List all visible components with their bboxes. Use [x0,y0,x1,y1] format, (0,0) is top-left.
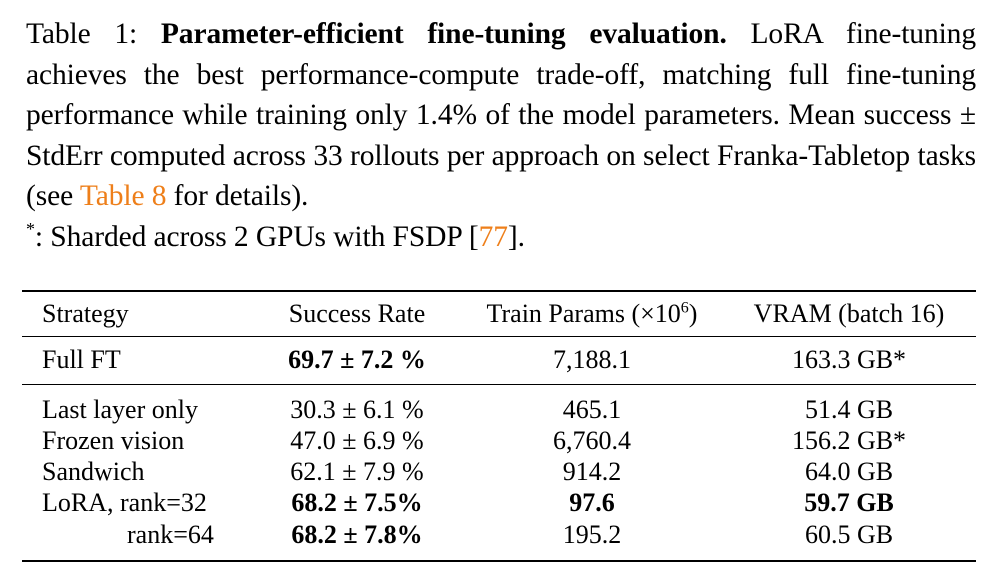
cell-strategy: Last layer only [42,395,198,424]
cell-strategy: Sandwich [42,457,145,486]
header-success: Success Rate [288,299,426,328]
cell-vram: 163.3 GB* [791,345,907,374]
bottom-rule [22,560,976,562]
cell-vram: 156.2 GB* [791,426,907,455]
table-row: Sandwich 62.1 ± 7.9 % 914.2 64.0 GB [22,456,976,488]
table-row: Full FT 69.7 ± 7.2 % 7,188.1 163.3 GB* [22,344,976,376]
cell-success: 62.1 ± 7.9 % [290,457,424,486]
caption-body: LoRA fine-tuning achieves the best perfo… [26,18,976,212]
cell-success: 30.3 ± 6.1 % [290,395,424,424]
caption-title: Parameter-efficient fine-tuning evaluati… [160,18,727,50]
cell-params: 195.2 [562,520,622,549]
table-row: LoRA, rank=32 68.2 ± 7.5% 97.6 59.7 GB [22,487,976,519]
cell-params: 7,188.1 [553,345,631,374]
citation-link[interactable]: 77 [478,220,508,253]
cell-success: 47.0 ± 6.9 % [290,426,424,455]
caption-label: Table 1: [26,18,138,50]
cell-vram: 59.7 GB [804,488,894,517]
footnote-mark: * [26,218,35,239]
table-row: rank=64 68.2 ± 7.8% 195.2 60.5 GB [22,519,976,551]
cell-strategy: LoRA, rank=32 [42,488,207,517]
cell-strategy: Frozen vision [42,426,185,455]
cell-success: 68.2 ± 7.5% [291,488,423,517]
table-row: Frozen vision 47.0 ± 6.9 % 6,760.4 156.2… [22,425,976,457]
cell-params: 914.2 [562,457,622,486]
table-caption: Table 1: Parameter-efficient fine-tuning… [26,14,976,257]
cell-vram: 60.5 GB [804,520,894,549]
cell-params: 465.1 [562,395,622,424]
header-vram: VRAM (batch 16) [753,299,945,328]
cell-vram: 51.4 GB [804,395,894,424]
header-params: Train Params (×106) [486,299,698,328]
cell-strategy: Full FT [42,345,121,374]
cell-params: 6,760.4 [553,426,631,455]
header-rule [22,336,976,337]
cell-strategy: rank=64 [127,520,214,549]
cell-params: 97.6 [569,488,615,517]
group-rule [22,384,976,385]
footnote-end: ]. [507,220,525,253]
header-strategy: Strategy [42,299,129,328]
footnote-text: : Sharded across 2 GPUs with FSDP [ [34,220,479,253]
caption-body-end: for details). [173,180,309,212]
table-row: Last layer only 30.3 ± 6.1 % 465.1 51.4 … [22,394,976,426]
cell-success: 68.2 ± 7.8% [291,520,423,549]
cell-vram: 64.0 GB [804,457,894,486]
cell-success: 69.7 ± 7.2 % [288,345,426,374]
table-header-row: Strategy Success Rate Train Params (×106… [22,298,976,330]
table-reference-link[interactable]: Table 8 [79,180,167,212]
top-rule [22,290,976,292]
